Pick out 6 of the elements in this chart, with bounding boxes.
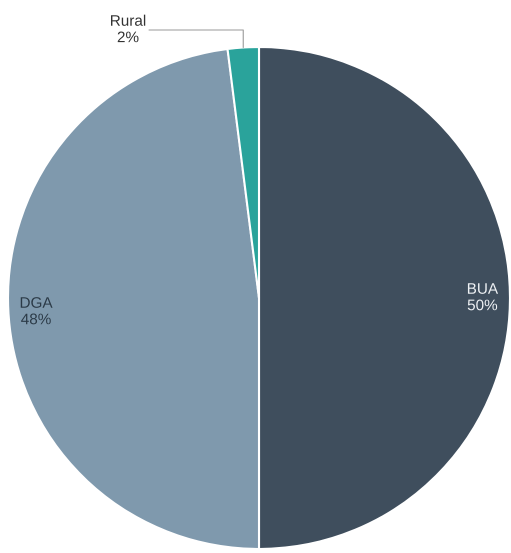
slice-label: BUA bbox=[468, 283, 498, 294]
data-label: 50% bbox=[468, 300, 498, 310]
slice-label: DGA bbox=[20, 297, 53, 308]
data-label: 48% bbox=[21, 314, 51, 324]
slice-label: Rural bbox=[111, 14, 146, 26]
data-label: 2% bbox=[118, 32, 138, 42]
